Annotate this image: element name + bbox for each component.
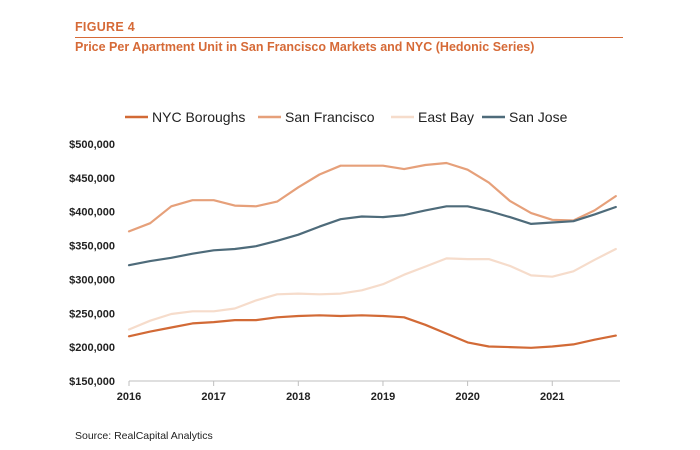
series-line-east-bay [127,247,617,331]
legend-label-east-bay: East Bay [418,109,474,125]
chart-legend: NYC Boroughs San Francisco East Bay San Jos… [125,109,568,125]
y-tick-label: $150,000 [69,376,115,388]
figure-label: FIGURE 4 [75,20,136,34]
x-tick-label: 2016 [117,391,141,403]
y-tick-label: $350,000 [69,241,115,253]
y-tick-label: $500,000 [69,139,115,151]
title-divider [75,37,623,38]
x-tick-label: 2017 [201,391,225,403]
x-tick-label: 2021 [540,391,564,403]
y-tick-label: $300,000 [69,274,115,286]
y-tick-label: $400,000 [69,207,115,219]
y-axis: $150,000 $200,000 $250,000 $300,000 $350,000… [69,139,115,388]
series-line-san-francisco [127,161,617,233]
x-tick-label: 2020 [455,391,479,403]
chart-title: Price Per Apartment Unit in San Francisc… [75,40,535,54]
y-tick-label: $250,000 [69,308,115,320]
series-line-san-jose [127,205,617,267]
legend-label-san-jose: San Jose [509,109,568,125]
x-tick-label: 2019 [371,391,395,403]
series-line-nyc-boroughs [127,314,617,349]
y-tick-label: $450,000 [69,173,115,185]
plot-area [127,161,617,349]
x-axis: 2016 2017 2018 2019 2020 2021 [117,380,620,403]
legend-label-san-francisco: San Francisco [285,109,375,125]
y-tick-label: $200,000 [69,342,115,354]
source-note: Source: RealCapital Analytics [75,430,213,442]
x-tick-label: 2018 [286,391,310,403]
legend-label-nyc-boroughs: NYC Boroughs [152,109,245,125]
